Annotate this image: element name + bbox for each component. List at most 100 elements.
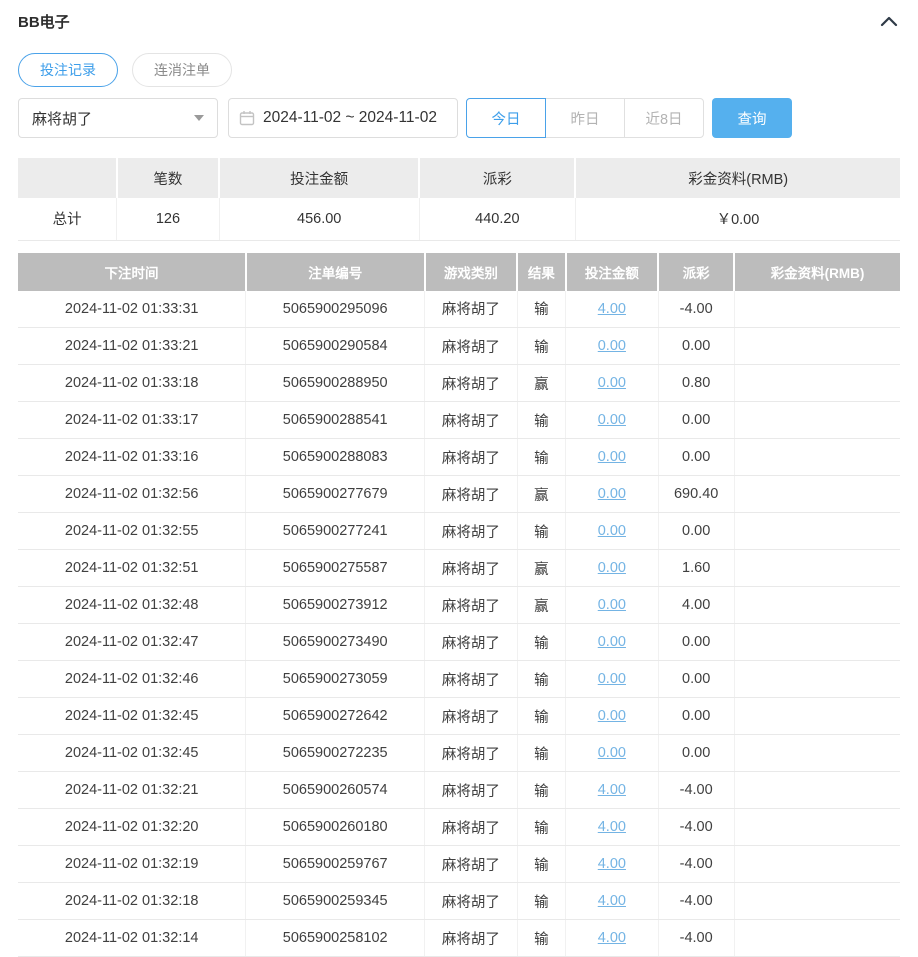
- calendar-icon: [239, 110, 255, 126]
- table-row: 2024-11-02 01:33:21 5065900290584 麻将胡了 输…: [18, 328, 900, 365]
- table-row: 2024-11-02 01:32:45 5065900272235 麻将胡了 输…: [18, 735, 900, 772]
- jackpot: [734, 476, 900, 513]
- bet-amount-link[interactable]: 4.00: [598, 856, 626, 872]
- summary-column-header: 投注金额: [219, 158, 419, 198]
- payout: -4.00: [658, 291, 734, 328]
- jackpot: [734, 439, 900, 476]
- quick-range-today[interactable]: 今日: [466, 98, 546, 138]
- order-number: 5065900273059: [246, 661, 425, 698]
- bet-amount-link[interactable]: 4.00: [598, 301, 626, 317]
- game-type: 麻将胡了: [425, 291, 518, 328]
- order-number: 5065900259767: [246, 846, 425, 883]
- result: 赢: [517, 587, 565, 624]
- bet-amount-link[interactable]: 0.00: [598, 597, 626, 613]
- bet-amount-link[interactable]: 0.00: [598, 449, 626, 465]
- result: 输: [517, 291, 565, 328]
- result: 输: [517, 883, 565, 920]
- summary-total-label: 总计: [18, 198, 117, 240]
- table-row: 2024-11-02 01:32:20 5065900260180 麻将胡了 输…: [18, 809, 900, 846]
- game-select[interactable]: 麻将胡了: [18, 98, 218, 138]
- records-column-header: 注单编号: [246, 253, 425, 291]
- result: 输: [517, 624, 565, 661]
- game-select-value: 麻将胡了: [32, 108, 92, 129]
- bet-amount-link[interactable]: 0.00: [598, 486, 626, 502]
- bet-time: 2024-11-02 01:33:16: [18, 439, 246, 476]
- game-type: 麻将胡了: [425, 920, 518, 957]
- jackpot: [734, 402, 900, 439]
- query-button[interactable]: 查询: [712, 98, 792, 138]
- jackpot: [734, 846, 900, 883]
- collapse-panel-button[interactable]: [878, 13, 900, 29]
- quick-range-yesterday[interactable]: 昨日: [545, 98, 625, 138]
- records-header-row: 下注时间注单编号游戏类别结果投注金额派彩彩金资料(RMB): [18, 253, 900, 291]
- records-column-header: 下注时间: [18, 253, 246, 291]
- payout: 690.40: [658, 476, 734, 513]
- result: 输: [517, 328, 565, 365]
- bet-amount-link[interactable]: 4.00: [598, 930, 626, 946]
- result: 输: [517, 513, 565, 550]
- payout: 0.00: [658, 513, 734, 550]
- date-range-input[interactable]: 2024-11-02 ~ 2024-11-02: [228, 98, 458, 138]
- bet-amount-link[interactable]: 0.00: [598, 375, 626, 391]
- bet-amount-link[interactable]: 0.00: [598, 671, 626, 687]
- order-number: 5065900295096: [246, 291, 425, 328]
- payout: -4.00: [658, 920, 734, 957]
- payout: 0.00: [658, 735, 734, 772]
- page-title: BB电子: [18, 11, 70, 32]
- table-row: 2024-11-02 01:32:14 5065900258102 麻将胡了 输…: [18, 920, 900, 957]
- bet-time: 2024-11-02 01:32:14: [18, 920, 246, 957]
- tab-cancelled-orders[interactable]: 连消注单: [132, 53, 232, 87]
- summary-total-row: 总计 126 456.00 440.20 ￥0.00: [18, 198, 900, 240]
- bet-time: 2024-11-02 01:33:17: [18, 402, 246, 439]
- bet-amount-link[interactable]: 0.00: [598, 708, 626, 724]
- bet-time: 2024-11-02 01:32:20: [18, 809, 246, 846]
- bet-amount-link[interactable]: 0.00: [598, 745, 626, 761]
- bet-amount-link[interactable]: 0.00: [598, 523, 626, 539]
- table-row: 2024-11-02 01:32:45 5065900272642 麻将胡了 输…: [18, 698, 900, 735]
- quick-range-last8days[interactable]: 近8日: [624, 98, 704, 138]
- bet-time: 2024-11-02 01:32:45: [18, 698, 246, 735]
- result: 输: [517, 809, 565, 846]
- table-row: 2024-11-02 01:32:55 5065900277241 麻将胡了 输…: [18, 513, 900, 550]
- result: 输: [517, 698, 565, 735]
- bet-amount-link[interactable]: 4.00: [598, 893, 626, 909]
- jackpot: [734, 698, 900, 735]
- order-number: 5065900272235: [246, 735, 425, 772]
- order-number: 5065900290584: [246, 328, 425, 365]
- records-column-header: 彩金资料(RMB): [734, 253, 900, 291]
- bet-amount-link[interactable]: 0.00: [598, 560, 626, 576]
- summary-total-payout: 440.20: [419, 198, 575, 240]
- game-type: 麻将胡了: [425, 772, 518, 809]
- order-number: 5065900273490: [246, 624, 425, 661]
- result: 输: [517, 439, 565, 476]
- bet-amount-link[interactable]: 0.00: [598, 412, 626, 428]
- table-row: 2024-11-02 01:32:19 5065900259767 麻将胡了 输…: [18, 846, 900, 883]
- bet-amount-link[interactable]: 4.00: [598, 782, 626, 798]
- bet-time: 2024-11-02 01:33:18: [18, 365, 246, 402]
- table-row: 2024-11-02 01:32:18 5065900259345 麻将胡了 输…: [18, 883, 900, 920]
- payout: 0.00: [658, 328, 734, 365]
- summary-header-row: 笔数投注金额派彩彩金资料(RMB): [18, 158, 900, 198]
- chevron-up-icon: [880, 15, 898, 27]
- payout: 0.00: [658, 698, 734, 735]
- order-number: 5065900277679: [246, 476, 425, 513]
- payout: -4.00: [658, 772, 734, 809]
- bet-amount-link[interactable]: 0.00: [598, 338, 626, 354]
- order-number: 5065900275587: [246, 550, 425, 587]
- order-number: 5065900273912: [246, 587, 425, 624]
- bet-amount-link[interactable]: 4.00: [598, 819, 626, 835]
- bet-time: 2024-11-02 01:32:18: [18, 883, 246, 920]
- bet-amount-link[interactable]: 0.00: [598, 634, 626, 650]
- jackpot: [734, 772, 900, 809]
- summary-table: 笔数投注金额派彩彩金资料(RMB) 总计 126 456.00 440.20 ￥…: [18, 158, 900, 241]
- tab-bet-records[interactable]: 投注记录: [18, 53, 118, 87]
- order-number: 5065900259345: [246, 883, 425, 920]
- game-type: 麻将胡了: [425, 846, 518, 883]
- bet-time: 2024-11-02 01:33:21: [18, 328, 246, 365]
- jackpot: [734, 883, 900, 920]
- payout: 0.00: [658, 439, 734, 476]
- game-type: 麻将胡了: [425, 550, 518, 587]
- order-number: 5065900288083: [246, 439, 425, 476]
- summary-column-header: [18, 158, 117, 198]
- game-type: 麻将胡了: [425, 698, 518, 735]
